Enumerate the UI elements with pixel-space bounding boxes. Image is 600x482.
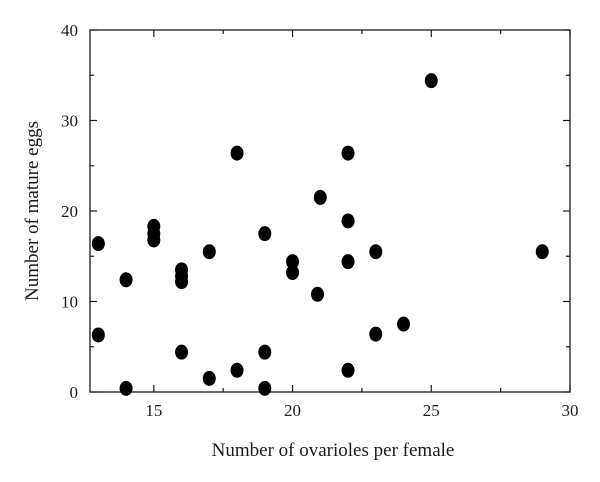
scatter-point xyxy=(341,145,355,161)
scatter-point xyxy=(230,145,244,161)
scatter-point xyxy=(535,244,549,260)
scatter-point xyxy=(369,244,383,260)
axis-tick-labels: 15 20 25 30 0 10 20 30 40 xyxy=(61,21,579,420)
x-tick-label: 15 xyxy=(145,401,162,420)
scatter-point xyxy=(311,286,325,302)
y-tick-label: 30 xyxy=(61,112,78,131)
x-tick-label: 20 xyxy=(284,401,301,420)
scatter-point xyxy=(258,226,272,242)
scatter-point xyxy=(119,272,133,288)
x-tick-label: 30 xyxy=(562,401,579,420)
scatter-point xyxy=(286,265,300,281)
scatter-point xyxy=(147,232,161,248)
data-points xyxy=(91,73,549,396)
scatter-point xyxy=(258,344,272,360)
x-tick-label: 25 xyxy=(423,401,440,420)
y-axis-title: Number of mature eggs xyxy=(22,121,43,301)
scatter-point xyxy=(230,362,244,378)
scatter-point xyxy=(341,213,355,229)
y-tick-label: 20 xyxy=(61,202,78,221)
y-tick-label: 10 xyxy=(61,293,78,312)
x-axis-title: Number of ovarioles per female xyxy=(212,440,455,461)
scatter-point xyxy=(119,380,133,396)
scatter-point xyxy=(397,316,411,332)
axis-ticks xyxy=(90,29,571,393)
plot-frame xyxy=(89,29,571,393)
y-tick-label: 0 xyxy=(70,383,79,402)
scatter-point xyxy=(341,254,355,270)
scatter-point xyxy=(258,380,272,396)
scatter-point xyxy=(175,344,189,360)
scatter-point xyxy=(202,370,216,386)
scatter-point xyxy=(369,326,383,342)
scatter-point xyxy=(202,244,216,260)
scatter-point xyxy=(313,189,327,205)
scatter-point xyxy=(175,274,189,290)
y-tick-label: 40 xyxy=(61,21,78,40)
scatter-point xyxy=(91,327,105,343)
scatter-point xyxy=(91,236,105,252)
scatter-point xyxy=(341,362,355,378)
scatter-point xyxy=(424,73,438,89)
scatter-point xyxy=(286,254,300,270)
